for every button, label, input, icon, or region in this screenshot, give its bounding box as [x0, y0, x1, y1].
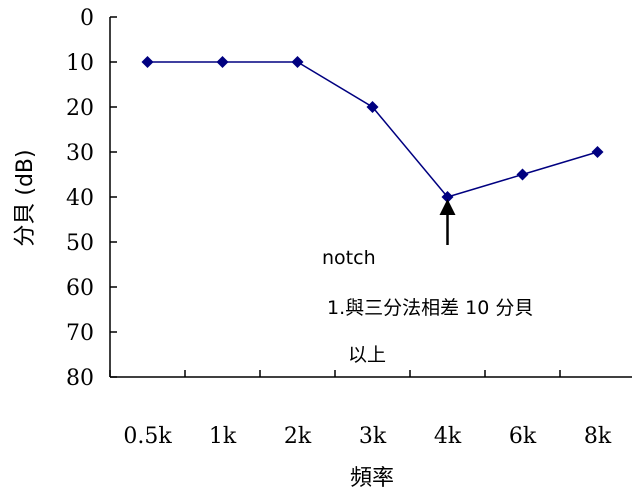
data-point-marker [366, 101, 379, 113]
y-tick-label: 70 [66, 321, 94, 346]
x-tick-label: 2k [284, 424, 312, 449]
annotation-notch: notch [322, 247, 376, 269]
y-tick-label: 10 [66, 51, 94, 76]
data-point-marker [516, 168, 529, 181]
x-tick-label: 3k [359, 424, 387, 449]
y-axis-ticks: 0 10 20 30 40 50 60 70 80 [66, 6, 117, 391]
annotation-above: 以上 [348, 344, 386, 366]
x-tick-label: 0.5k [123, 424, 172, 449]
y-tick-label: 30 [66, 141, 94, 166]
arrow-head [439, 199, 456, 215]
y-tick-label: 50 [66, 231, 94, 256]
x-tick-label: 1k [209, 424, 237, 449]
x-tick-label: 6k [509, 424, 537, 449]
data-point-marker [291, 56, 304, 68]
plot-area: 0 10 20 30 40 50 60 70 80 0.5k 1k 2k 3k 4k 6k 8k [66, 6, 632, 449]
series-line [147, 61, 598, 198]
annotation-difference: 1.與三分法相差 10 分貝 [327, 297, 533, 319]
x-tick-label: 8k [584, 424, 612, 449]
y-tick-label: 80 [66, 366, 94, 391]
x-tick-label: 4k [434, 424, 462, 449]
data-point-marker [591, 146, 604, 158]
x-axis-ticks: 0.5k 1k 2k 3k 4k 6k 8k [109, 370, 612, 449]
x-axis-title: 頻率 [350, 466, 394, 491]
y-tick-label: 60 [66, 276, 94, 301]
y-tick-label: 40 [66, 186, 94, 211]
y-axis-title: 分貝 (dB) [13, 149, 38, 246]
y-tick-label: 20 [66, 96, 94, 121]
data-point-marker [216, 56, 229, 68]
data-point-marker [141, 56, 154, 68]
y-tick-label: 0 [80, 6, 94, 31]
data-point-marker [441, 191, 454, 203]
annotation: notch 1.與三分法相差 10 分貝 以上 [322, 199, 533, 366]
series-markers [141, 56, 604, 203]
